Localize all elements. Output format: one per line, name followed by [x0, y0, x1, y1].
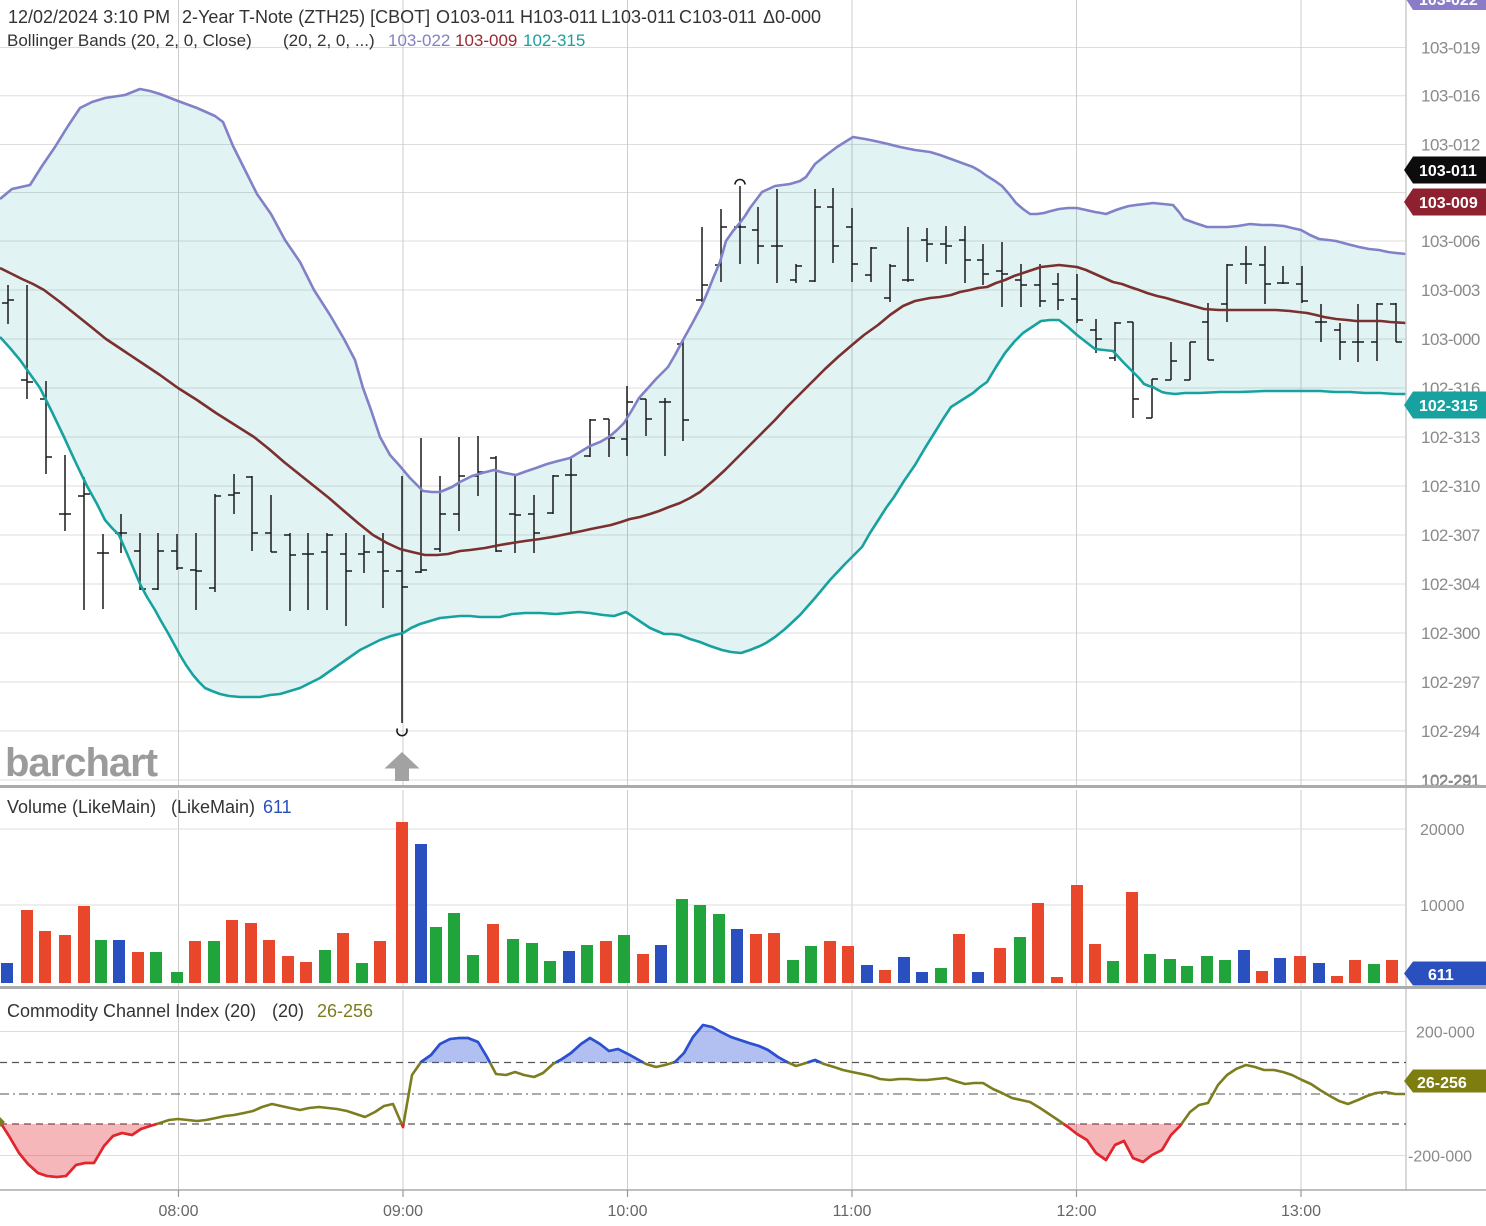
svg-text:103-000: 103-000	[1421, 330, 1480, 349]
svg-text:102-315: 102-315	[1419, 398, 1478, 415]
svg-text:103-003: 103-003	[1421, 281, 1480, 300]
svg-text:102-313: 102-313	[1421, 428, 1480, 447]
svg-text:102-307: 102-307	[1421, 526, 1480, 545]
svg-text:09:00: 09:00	[383, 1203, 423, 1220]
svg-text:200-000: 200-000	[1416, 1025, 1475, 1042]
svg-text:11:00: 11:00	[833, 1203, 872, 1220]
svg-text:13:00: 13:00	[1281, 1203, 1321, 1220]
svg-text:103-022: 103-022	[1419, 0, 1478, 9]
svg-text:Δ0-000: Δ0-000	[763, 7, 821, 27]
svg-text:102-304: 102-304	[1421, 575, 1480, 594]
svg-text:12:00: 12:00	[1056, 1203, 1096, 1220]
svg-text:08:00: 08:00	[158, 1203, 198, 1220]
svg-text:103-012: 103-012	[1421, 136, 1480, 155]
svg-text:102-297: 102-297	[1421, 673, 1480, 692]
svg-text:20000: 20000	[1420, 822, 1465, 839]
svg-text:26-256: 26-256	[317, 1001, 373, 1021]
svg-text:O103-011: O103-011	[436, 7, 515, 27]
svg-text:L103-011: L103-011	[601, 7, 676, 27]
svg-text:103-016: 103-016	[1421, 87, 1480, 106]
svg-text:102-310: 102-310	[1421, 477, 1480, 496]
svg-text:(20, 2, 0, ...): (20, 2, 0, ...)	[283, 31, 375, 50]
svg-text:103-009: 103-009	[455, 31, 517, 50]
svg-text:Commodity Channel Index (20): Commodity Channel Index (20)	[7, 1001, 256, 1021]
svg-text:103-019: 103-019	[1421, 39, 1480, 58]
svg-text:103-022: 103-022	[388, 31, 450, 50]
svg-text:(LikeMain): (LikeMain)	[171, 797, 255, 817]
svg-text:611: 611	[263, 797, 292, 817]
svg-text:103-009: 103-009	[1419, 195, 1478, 212]
svg-text:102-294: 102-294	[1421, 722, 1480, 741]
svg-text:Volume (LikeMain): Volume (LikeMain)	[7, 797, 156, 817]
svg-text:Bollinger Bands (20, 2, 0, Clo: Bollinger Bands (20, 2, 0, Close)	[7, 31, 252, 50]
svg-text:102-291: 102-291	[1421, 772, 1480, 791]
svg-text:10000: 10000	[1420, 898, 1465, 915]
svg-text:26-256: 26-256	[1417, 1075, 1467, 1092]
svg-text:611: 611	[1428, 967, 1454, 984]
svg-text:102-300: 102-300	[1421, 624, 1480, 643]
svg-text:-200-000: -200-000	[1408, 1149, 1472, 1166]
svg-text:C103-011: C103-011	[679, 7, 757, 27]
svg-text:12/02/2024 3:10 PM: 12/02/2024 3:10 PM	[8, 7, 170, 27]
svg-text:2-Year T-Note (ZTH25) [CBOT]: 2-Year T-Note (ZTH25) [CBOT]	[182, 7, 430, 27]
svg-text:barchart: barchart	[5, 741, 158, 785]
svg-text:H103-011: H103-011	[520, 7, 598, 27]
svg-text:10:00: 10:00	[607, 1203, 647, 1220]
svg-text:102-315: 102-315	[523, 31, 585, 50]
svg-text:103-011: 103-011	[1419, 163, 1477, 180]
svg-text:(20): (20)	[272, 1001, 304, 1021]
svg-text:103-006: 103-006	[1421, 232, 1480, 251]
